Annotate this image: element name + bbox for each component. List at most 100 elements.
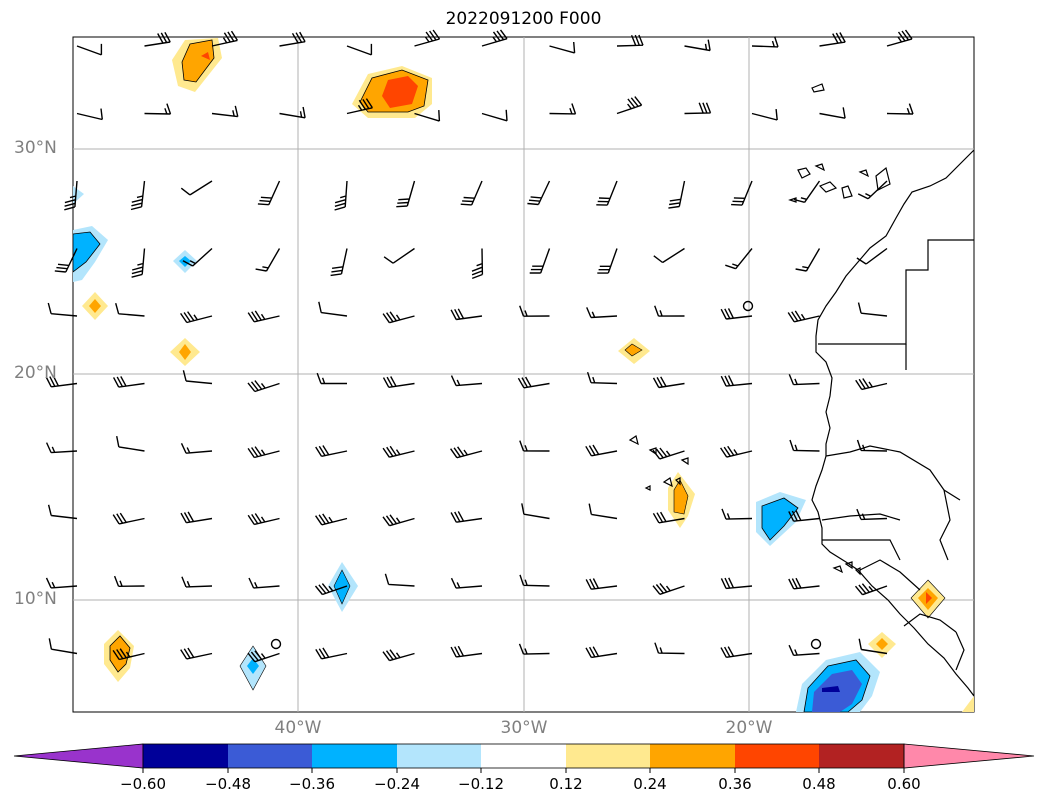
calm-circle <box>270 638 282 650</box>
wind-barb <box>382 311 415 324</box>
wind-barb <box>854 583 888 596</box>
wind-barb <box>247 650 280 663</box>
wind-barb <box>654 642 685 655</box>
wind-barb <box>315 647 348 660</box>
wind-barb <box>180 180 213 196</box>
wind-barb <box>519 305 550 317</box>
wind-barb <box>684 39 711 52</box>
colorbar-segment <box>566 744 650 768</box>
border-sierra-leone <box>903 613 957 633</box>
anomaly-positive <box>673 479 689 515</box>
wind-barb <box>654 305 685 317</box>
anomaly-negative <box>761 497 799 541</box>
guinea-islands <box>832 561 861 576</box>
madeira <box>811 83 825 93</box>
colorbar-segment <box>735 744 819 768</box>
wind-barb <box>684 102 712 115</box>
wind-barb <box>549 103 577 115</box>
wind-barb <box>720 375 753 387</box>
wind-barb <box>382 445 415 458</box>
gridlines <box>73 37 974 712</box>
colorbar-segment <box>481 744 566 768</box>
wind-barb <box>819 32 846 47</box>
wind-barb <box>182 247 213 267</box>
wind-barb <box>481 109 508 122</box>
wind-barb <box>481 29 508 47</box>
wind-barb <box>652 376 685 389</box>
wind-barb <box>180 311 213 324</box>
colorbar-tick-label: 0.60 <box>887 775 921 793</box>
wind-barb <box>788 510 820 522</box>
coastline-africa <box>811 149 975 697</box>
wind-barb <box>819 107 846 119</box>
canary-islands <box>788 163 891 203</box>
wind-barb <box>47 504 78 520</box>
wind-barb <box>652 582 685 595</box>
wind-barb <box>450 645 483 658</box>
colorbar-segment <box>143 744 228 768</box>
border-liberia <box>955 631 965 671</box>
wind-barb <box>725 248 753 270</box>
wind-barb <box>144 103 172 115</box>
wind-barb <box>789 439 820 452</box>
wind-barb <box>460 180 483 206</box>
anomaly-positive <box>876 638 888 650</box>
lon-label-30w: 30°W <box>500 718 548 738</box>
anomaly-positive <box>89 299 101 313</box>
wind-barb <box>334 180 348 211</box>
wind-barb <box>720 577 753 590</box>
wind-barb <box>144 31 171 47</box>
colorbar-tick-label: 0.48 <box>802 775 836 793</box>
anomaly-positive <box>181 39 215 83</box>
wind-barb <box>886 103 914 115</box>
wind-barb <box>450 511 483 523</box>
wind-barb <box>76 43 103 56</box>
wind-barb <box>115 303 145 317</box>
wind-barb <box>856 439 888 452</box>
wind-barb <box>450 446 483 459</box>
wind-barb <box>788 374 820 386</box>
wind-barb <box>788 577 820 590</box>
colorbar-extend-high <box>903 743 1035 769</box>
wind-barb <box>64 180 78 211</box>
wind-barb <box>720 646 753 658</box>
coastlines <box>628 83 975 697</box>
wind-barb <box>116 435 145 452</box>
wind-barb <box>586 371 618 385</box>
wind-barb <box>588 503 618 520</box>
wind-barb <box>247 380 280 393</box>
colorbar-tick-label: −0.60 <box>120 775 166 793</box>
anomaly-positive <box>624 343 643 357</box>
wind-barb <box>585 578 618 590</box>
calm-circle <box>810 638 822 650</box>
wind-barb <box>652 447 685 460</box>
wind-barb <box>596 180 618 206</box>
wind-barb <box>113 575 145 587</box>
colorbar-tick-label: −0.48 <box>205 775 251 793</box>
colorbar-segment <box>650 744 735 768</box>
wind-barb <box>131 248 146 278</box>
wind-barb <box>382 649 415 662</box>
border-morocco-sahara <box>818 239 974 345</box>
wind-barb <box>597 248 618 274</box>
wind-barb <box>330 248 348 277</box>
wind-barb <box>54 248 78 273</box>
wind-barb <box>855 378 888 391</box>
wind-barb <box>45 577 78 589</box>
wind-barb <box>751 109 778 121</box>
wind-barb <box>857 180 888 200</box>
anomaly-positive <box>179 344 191 360</box>
colorbar-segment <box>228 744 312 768</box>
wind-barb <box>616 96 643 115</box>
lon-label-20w: 20°W <box>725 718 773 738</box>
border-guinea-bissau <box>822 539 901 561</box>
border-guinea <box>859 559 921 591</box>
wind-barb <box>787 310 820 323</box>
wind-barb <box>856 247 888 265</box>
wind-barb <box>751 36 779 48</box>
wind-barb <box>720 445 753 458</box>
wind-barb <box>76 108 103 121</box>
wind-barb <box>180 443 213 454</box>
wind-barb <box>856 508 888 521</box>
wind-barb <box>521 503 550 520</box>
